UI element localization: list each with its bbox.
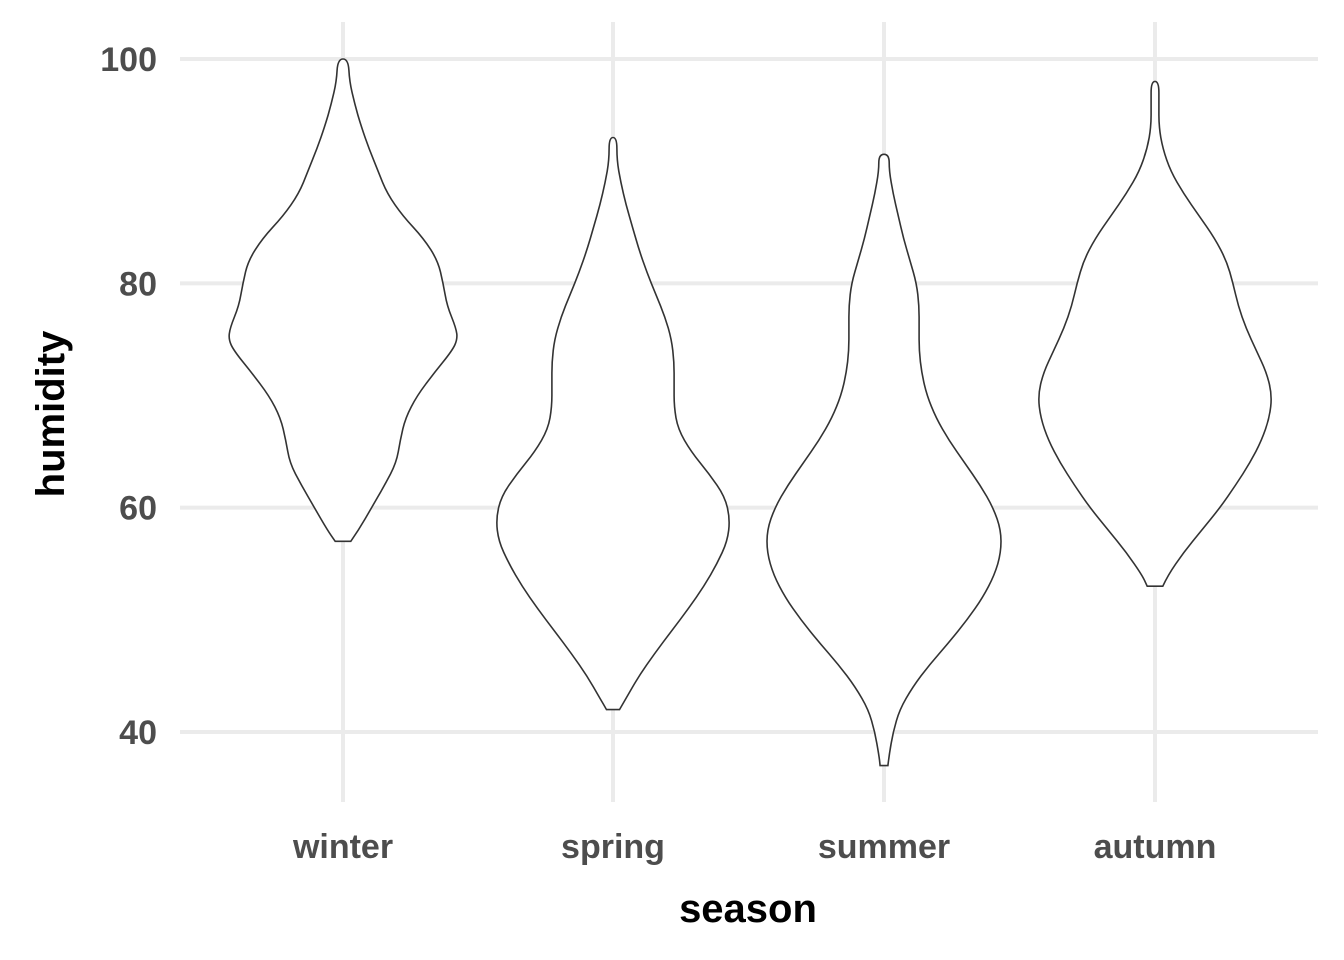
violin-autumn <box>1038 80 1272 587</box>
y-tick-labels: 40 60 80 100 <box>100 41 157 752</box>
violin-spring <box>496 136 730 711</box>
violin-winter <box>228 58 458 543</box>
y-tick-label-100: 100 <box>100 41 157 79</box>
x-axis-title: season <box>679 887 817 931</box>
y-tick-label-60: 60 <box>119 490 157 528</box>
y-tick-label-40: 40 <box>119 714 157 752</box>
y-tick-label-80: 80 <box>119 265 157 303</box>
x-tick-label-autumn: autumn <box>1094 828 1217 866</box>
vertical-gridlines <box>341 22 1157 802</box>
violin-summer <box>766 153 1002 767</box>
x-tick-label-spring: spring <box>561 828 665 866</box>
x-tick-label-summer: summer <box>818 828 950 866</box>
x-tick-label-winter: winter <box>292 828 393 866</box>
x-tick-labels: winter spring summer autumn <box>292 828 1216 866</box>
violins <box>228 58 1272 767</box>
y-axis-title: humidity <box>29 330 73 497</box>
